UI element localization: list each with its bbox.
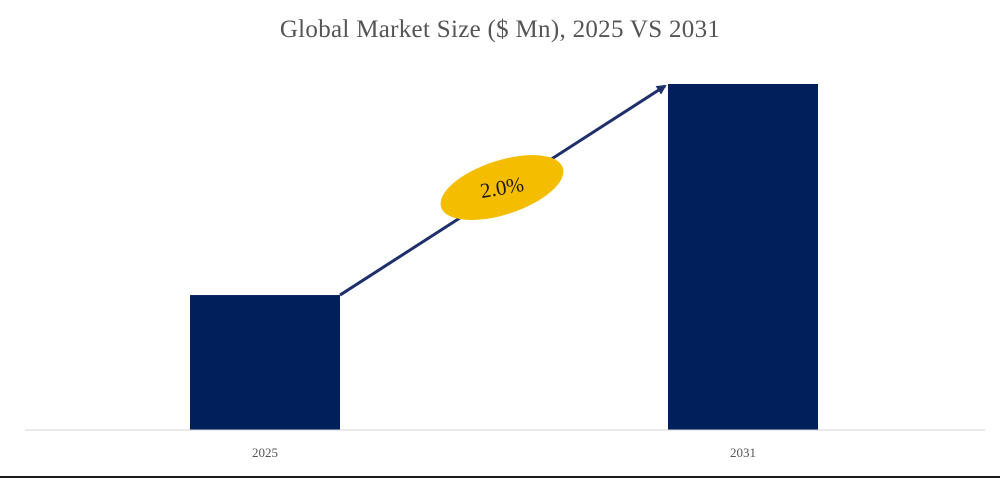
bar-2025	[190, 295, 340, 430]
bar-2031	[668, 84, 818, 430]
growth-annotation: 2.0%	[339, 84, 667, 297]
x-tick-labels: 2025 2031	[252, 445, 756, 460]
growth-badge	[440, 155, 564, 220]
chart-title: Global Market Size ($ Mn), 2025 VS 2031	[279, 16, 721, 43]
x-tick-label-2031: 2031	[730, 445, 756, 460]
x-tick-label-2025: 2025	[252, 445, 278, 460]
bars-layer	[190, 84, 818, 430]
